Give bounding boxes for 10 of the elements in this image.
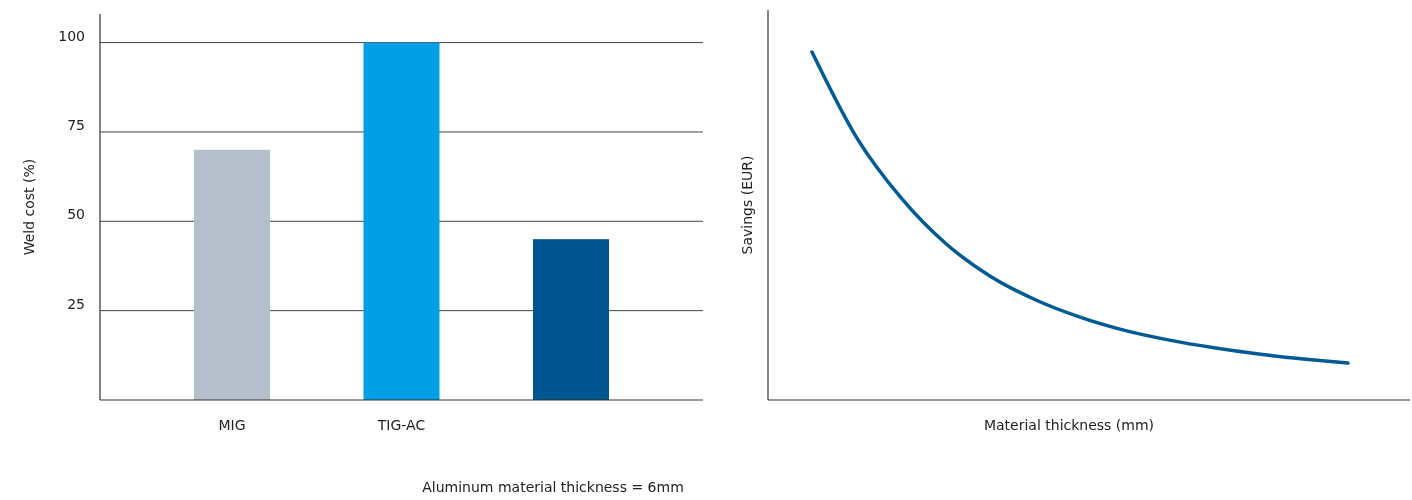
text: Aluminum material thickness = 6mm	[422, 479, 684, 495]
y-tick-label: 25	[67, 295, 85, 312]
y-tick-label: 100	[58, 27, 85, 44]
y-axis-title: Weld cost (%)	[21, 158, 37, 256]
y-tick-label: 75	[67, 116, 85, 133]
y-tick-label: 50	[67, 206, 85, 223]
y-axis-title: Savings (EUR)	[739, 155, 755, 255]
x-tick-label: TIG-AC	[376, 417, 426, 433]
x-tick-label: MIG	[218, 417, 246, 433]
x-axis-title: Material thickness (mm)	[983, 417, 1155, 433]
